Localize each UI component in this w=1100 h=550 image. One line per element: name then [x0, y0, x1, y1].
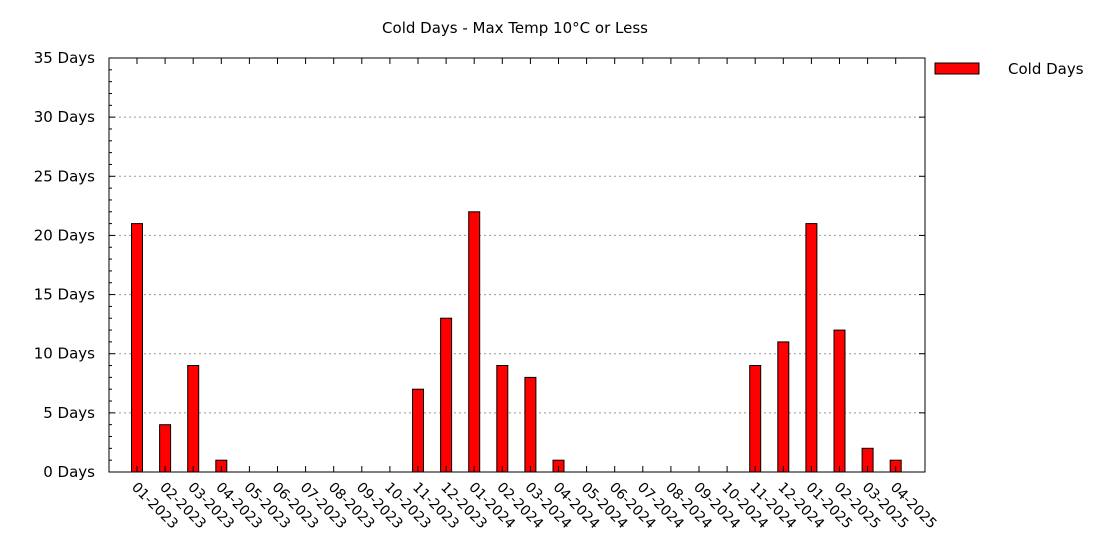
x-axis: 01-202302-202303-202304-202305-202306-20… [128, 58, 940, 532]
bar [496, 365, 509, 473]
bar [524, 376, 537, 473]
plot-frame [108, 57, 926, 473]
y-tick-label: 30 Days [34, 108, 95, 126]
bar [833, 329, 846, 473]
y-axis: 0 Days 5 Days 10 Days 15 Days 20 Days 25 Days… [34, 49, 925, 481]
bar [440, 317, 453, 473]
y-tick-label: 20 Days [34, 226, 95, 244]
y-tick-label: 25 Days [34, 167, 95, 185]
bar [412, 388, 424, 473]
legend-swatch [934, 62, 980, 75]
bars-group [131, 211, 902, 473]
bar [749, 365, 762, 473]
y-tick-label: 10 Days [34, 345, 95, 363]
bar [159, 424, 172, 473]
y-tick-label: 0 Days [43, 463, 95, 481]
bar [187, 365, 200, 473]
y-tick-label: 15 Days [34, 286, 95, 304]
chart-title: Cold Days - Max Temp 10°C or Less [382, 19, 648, 37]
bar [131, 223, 143, 473]
gridlines [109, 116, 925, 414]
bar [805, 223, 818, 473]
y-tick-label: 5 Days [43, 404, 95, 422]
bar [777, 341, 790, 473]
bar [468, 211, 481, 473]
legend-label: Cold Days [1008, 60, 1084, 78]
y-tick-label: 35 Days [34, 49, 95, 67]
legend: Cold Days [934, 60, 1084, 78]
